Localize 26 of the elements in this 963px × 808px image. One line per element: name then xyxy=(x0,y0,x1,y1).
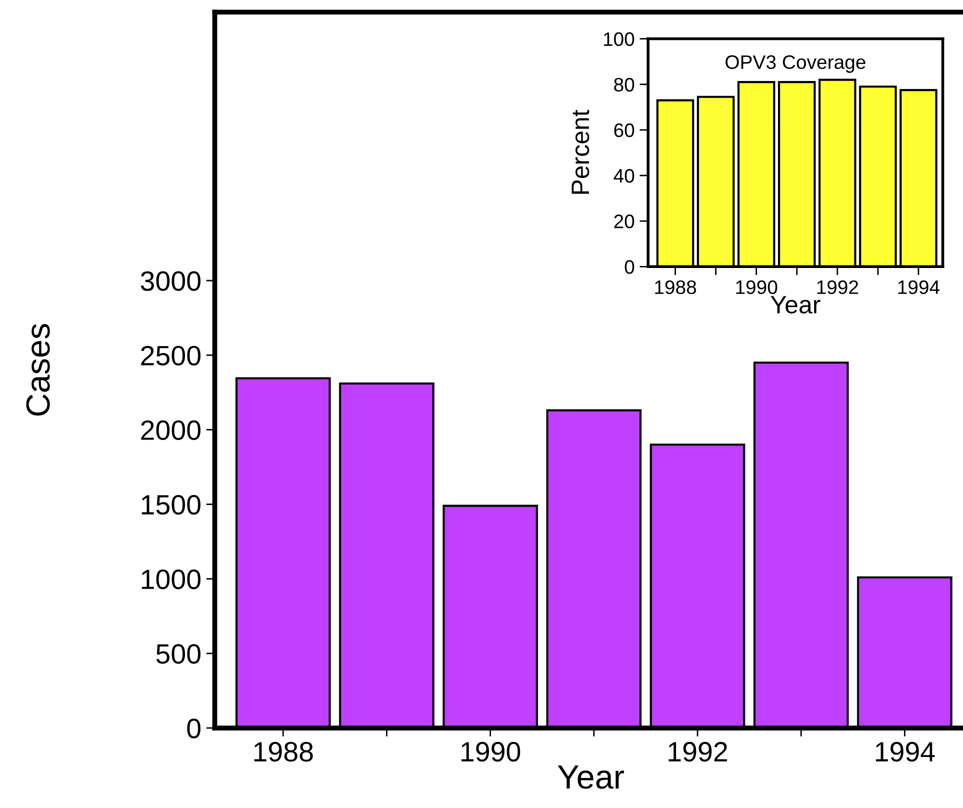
y-tick-label: 80 xyxy=(614,78,634,92)
y-axis-title: Cases xyxy=(26,324,50,416)
x-axis-title: Year xyxy=(558,766,624,789)
y-tick-label: 500 xyxy=(156,644,200,664)
x-tick-label: 1988 xyxy=(655,280,696,294)
x-tick-label: 1994 xyxy=(898,280,940,294)
x-tick-label: 1992 xyxy=(817,280,858,294)
x-tick-label: 1994 xyxy=(876,742,935,762)
x-axis-title: Year xyxy=(770,296,820,314)
y-tick-label: 3000 xyxy=(140,271,200,291)
y-tick-label: 60 xyxy=(614,123,634,138)
x-tick-label: 1990 xyxy=(462,742,520,762)
y-tick-label: 2000 xyxy=(141,420,200,440)
y-tick-label: 2500 xyxy=(141,346,200,366)
y-tick-label: 100 xyxy=(604,32,634,46)
y-tick-label: 1500 xyxy=(142,494,200,515)
text: OPV3 Coverage xyxy=(726,55,866,73)
y-tick-label: 0 xyxy=(187,718,200,738)
y-tick-label: 20 xyxy=(614,214,634,228)
y-tick-label: 1000 xyxy=(142,570,200,590)
x-tick-label: 1992 xyxy=(668,742,728,762)
y-axis-title: Percent xyxy=(572,110,590,194)
x-tick-label: 1988 xyxy=(254,742,313,762)
x-tick-label: 1990 xyxy=(736,280,778,294)
y-tick-label: 40 xyxy=(614,168,634,183)
y-tick-label: 0 xyxy=(624,260,634,274)
